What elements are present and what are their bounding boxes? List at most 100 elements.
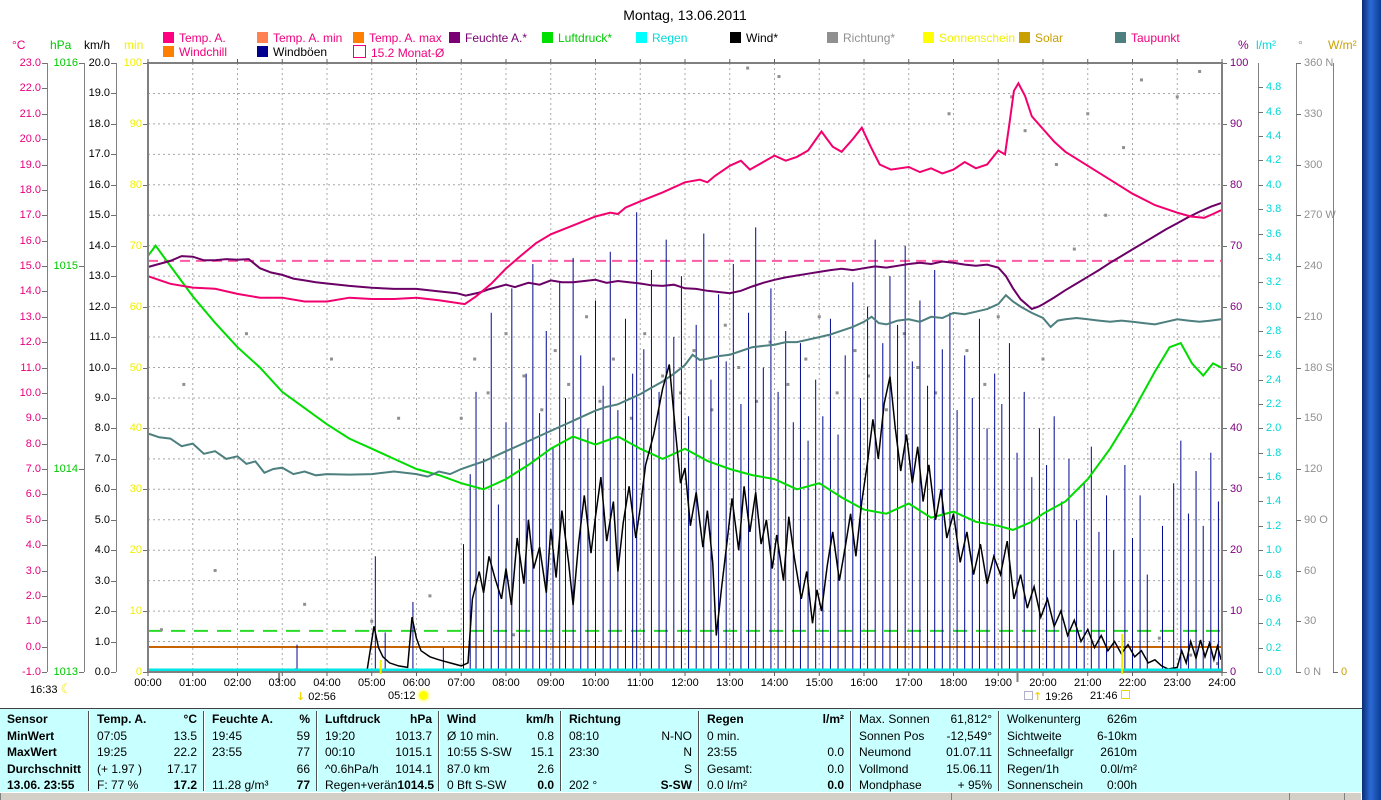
axis-tick-label: 1.0 (25, 615, 41, 628)
axis-tick-label: 20 (129, 544, 142, 557)
axis-tick (42, 190, 47, 191)
axis-tick-label: 0 (135, 666, 142, 678)
axis-tick-label: 0.0 (25, 640, 41, 653)
legend-swatch-icon (730, 32, 741, 43)
event-time: 16:33 (30, 684, 58, 696)
column-unit: % (299, 712, 310, 726)
column-header: Wolkenunterg (1007, 712, 1081, 726)
axis-tick-label: 0 (1230, 666, 1237, 678)
cell-left: Ø 10 min. (447, 729, 500, 743)
legend-item: Temp. A. (163, 31, 226, 45)
axis-unit-windspeed-axis: km/h (84, 38, 111, 52)
axis-tick (79, 63, 84, 64)
axis-tick (111, 63, 116, 64)
axis-tick-label: 14.0 (19, 285, 41, 298)
axis-tick (1296, 418, 1301, 419)
axis-tick (1258, 160, 1263, 161)
axis-tick (1222, 185, 1227, 186)
x-axis-label: 21:00 (1073, 677, 1102, 689)
table-column-separator (316, 711, 317, 791)
legend-swatch-icon (163, 46, 174, 57)
axis-tick-label: 0 (1341, 666, 1348, 678)
axis-line-direction-axis (1296, 63, 1297, 672)
axis-tick (143, 489, 148, 490)
x-axis-label: 12:00 (671, 677, 699, 689)
event-time: 05:12 (388, 690, 416, 702)
axis-tick (1258, 282, 1263, 283)
axis-tick-label: 100 (123, 57, 142, 69)
axis-tick (42, 596, 47, 597)
cell-value: 1013.7 (395, 729, 432, 743)
axis-tick (1258, 550, 1263, 551)
table-column-separator-highlight (89, 711, 90, 791)
table-header-row: Wolkenunterg 626m (1002, 711, 1142, 728)
cell-left: Sonnenschein (1007, 778, 1084, 792)
axis-tick (111, 489, 116, 490)
table-column: Wolkenunterg 626m Sichtweite 6-10km Schneefa… (1002, 709, 1142, 793)
series-Temp. A. (147, 81, 1222, 306)
axis-tick-label: 1016 (53, 57, 78, 69)
axis-tick (1296, 571, 1301, 572)
x-axis-label: 23:00 (1163, 677, 1192, 689)
axis-tick (79, 672, 84, 673)
axis-tick (1258, 209, 1263, 210)
legend-swatch-icon (827, 32, 838, 43)
axis-tick-label: 10.0 (88, 361, 110, 374)
axis-tick-label: 60 (1230, 300, 1243, 313)
axis-tick (1222, 489, 1227, 490)
legend-label: Taupunkt (1131, 31, 1180, 45)
legend-item: Richtung* (827, 31, 895, 45)
table-row: Mondphase + 95% (854, 777, 997, 794)
table-row: 23:30 N (564, 744, 697, 761)
table-column-separator (850, 711, 851, 791)
axis-tick-label: 23.0 (19, 57, 41, 69)
column-header: Max. Sonnen (859, 712, 930, 726)
axis-tick-label: 7.0 (94, 452, 110, 465)
axis-line-solar-axis (1333, 63, 1334, 672)
column-header: Richtung (569, 712, 621, 726)
axis-tick-label: 60 (129, 300, 142, 313)
legend-item: Feuchte A.* (449, 31, 528, 45)
axis-tick (1296, 63, 1301, 64)
axis-tick (1258, 136, 1263, 137)
table-header-row: Max. Sonnen 61,812° (854, 711, 997, 728)
row-label: Durchschnitt (7, 762, 82, 776)
x-axis-label: 01:00 (178, 677, 207, 689)
cell-left: Mondphase (859, 778, 922, 792)
axis-tick (42, 418, 47, 419)
cell-left: Schneefallgr (1007, 745, 1074, 759)
status-bar-segment (1344, 793, 1362, 800)
cell-value: N-NO (661, 729, 692, 743)
axis-tick (42, 139, 47, 140)
cell-left: (+ 1.97 ) (97, 762, 143, 776)
axis-tick-label: 30 (1304, 615, 1317, 628)
axis-tick-label: 6.0 (25, 488, 41, 501)
table-header-row: Luftdruck hPa (320, 711, 437, 728)
axis-tick (143, 368, 148, 369)
axis-tick-label: 2.4 (1266, 373, 1282, 386)
axis-tick (42, 647, 47, 648)
moonrise-arrow-icon: ↑ (1033, 690, 1043, 703)
axis-tick-label: 2.0 (94, 605, 110, 618)
legend-label: Feuchte A.* (465, 31, 528, 45)
axis-tick (143, 428, 148, 429)
cell-left: 11.28 g/m³ (212, 778, 269, 792)
table-column: Feuchte A.% 19:45 59 23:55 77 66 11.28 g/m³ 77 (207, 709, 315, 793)
axis-tick-label: 11.0 (20, 361, 41, 374)
axis-unit-direction-axis: ° (1298, 38, 1303, 52)
axis-tick-label: 3.8 (1266, 203, 1282, 216)
axis-unit-solar-axis: W/m² (1328, 38, 1357, 52)
axis-tick-label: 1015 (53, 260, 78, 272)
axis-tick (42, 266, 47, 267)
table-column-separator (998, 711, 999, 791)
table-row: 87.0 km 2.6 (442, 761, 559, 778)
row-label: 13.06. 23:55 (7, 778, 75, 792)
axis-tick (42, 545, 47, 546)
table-row: 66 (207, 761, 315, 778)
axis-tick (1258, 428, 1263, 429)
table-row-label: MaxWert (2, 744, 88, 761)
axis-tick (42, 571, 47, 572)
cell-value: 0:00h (1106, 778, 1137, 792)
axis-tick (111, 154, 116, 155)
